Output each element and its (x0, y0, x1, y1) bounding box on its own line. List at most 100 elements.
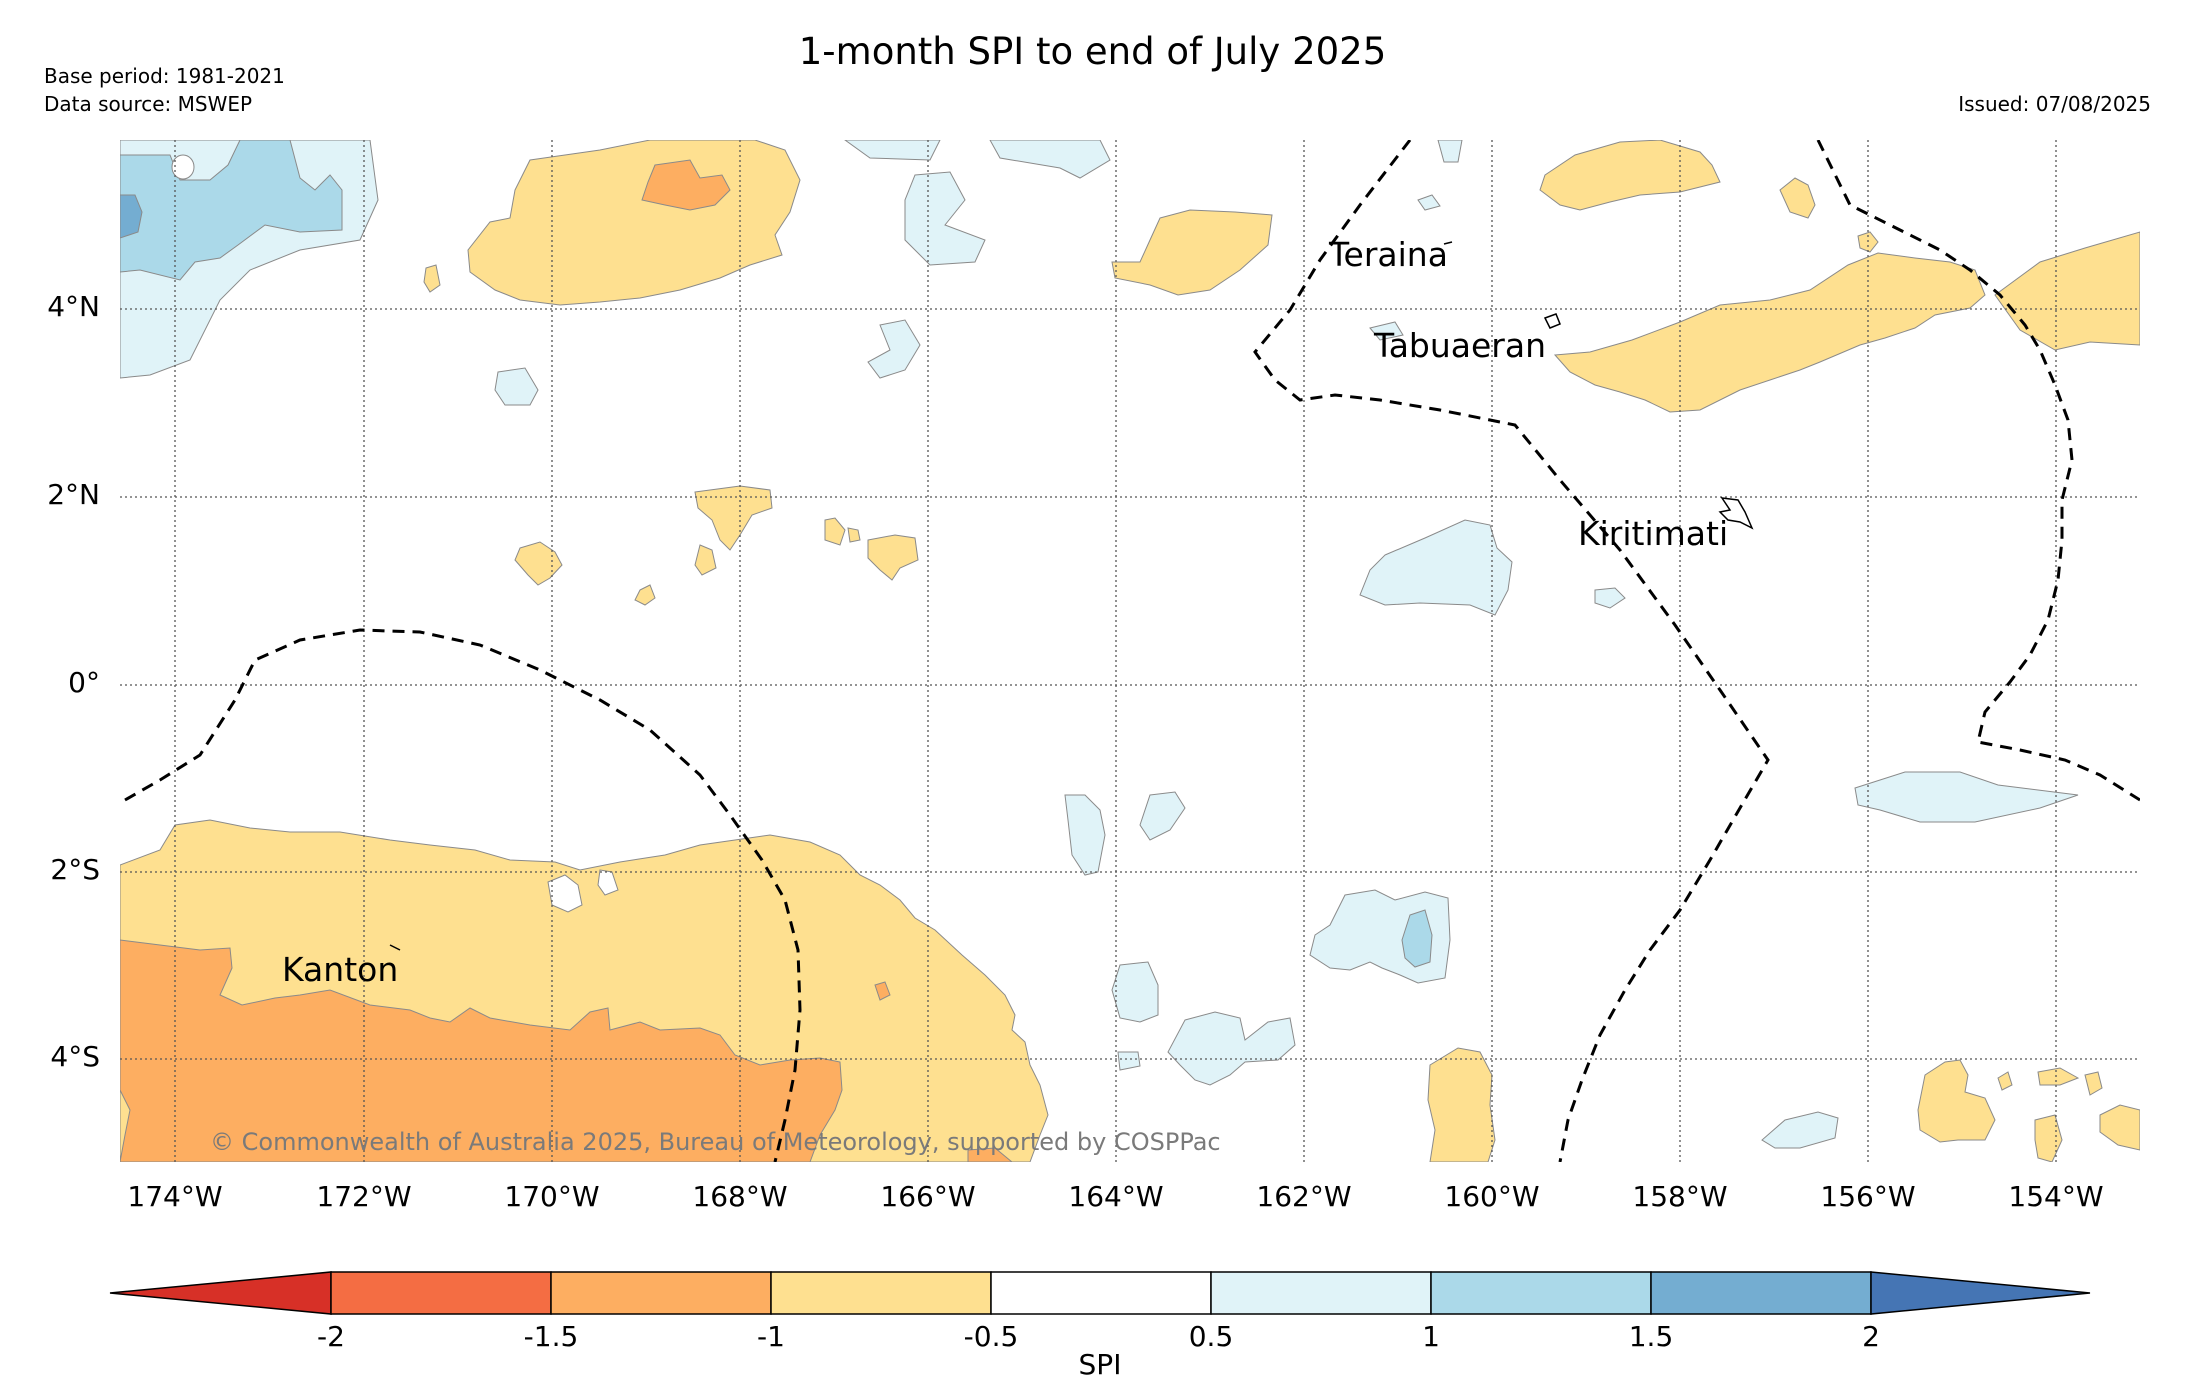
lon-tick-label: 168°W (692, 1180, 788, 1213)
dry-blob (847, 527, 861, 543)
colorbar-bin (330, 1271, 552, 1315)
colorbar-bin (770, 1271, 992, 1315)
colorbar-extend-high (1870, 1271, 2091, 1315)
dry-blob (1917, 1059, 1996, 1143)
dry-blob (2037, 1067, 2080, 1086)
colorbar-bin (1210, 1271, 1432, 1315)
gridlines (120, 140, 2140, 1162)
place-label-teraina: Teraina (1329, 235, 1448, 274)
colorbar-tick-label: -1 (757, 1320, 785, 1353)
dry-blob (514, 541, 563, 586)
colorbar-tick-label: -1.5 (523, 1320, 579, 1353)
base-period: Base period: 1981-2021 (44, 64, 285, 88)
wet-blob (494, 367, 539, 406)
dry-blob (1779, 177, 1816, 219)
dry-blob (1111, 209, 1273, 296)
copyright-notice: © Commonwealth of Australia 2025, Bureau… (210, 1128, 1221, 1156)
dry-blob (634, 584, 656, 606)
lat-tick-label: 0° (68, 666, 100, 699)
colorbar-tick-label: 0.5 (1188, 1320, 1234, 1353)
eez-line-far-east (1816, 140, 2140, 802)
wet-blob (1761, 1111, 1839, 1149)
colorbar-label: SPI (1078, 1348, 1122, 1381)
wet-blob (1167, 1011, 1296, 1086)
colorbar-bin (1430, 1271, 1652, 1315)
dry-region-1-north (641, 159, 731, 211)
dry-region-north-east (1539, 140, 1721, 211)
dry-blob (423, 264, 441, 293)
kiritimati-island (1718, 497, 1754, 530)
colorbar-bin (550, 1271, 772, 1315)
colorbar (109, 1271, 2091, 1315)
islands (389, 241, 1754, 951)
lon-tick-label: 158°W (1632, 1180, 1728, 1213)
dry-region-north-central (467, 140, 801, 306)
place-label-kanton: Kanton (282, 950, 399, 989)
map-title: 1-month SPI to end of July 2025 (798, 30, 1387, 73)
teraina-island (1443, 241, 1453, 245)
dry-blob (1427, 1047, 1496, 1162)
colorbar-tick-label: 1 (1422, 1320, 1440, 1353)
wet-blob-east (1854, 771, 2079, 823)
wet-blob (1594, 587, 1626, 609)
dry-blob (824, 517, 846, 546)
lon-tick-label: 166°W (880, 1180, 976, 1213)
kanton-island (389, 944, 401, 951)
lat-tick-label: 2°N (47, 478, 100, 511)
lon-tick-label: 160°W (1444, 1180, 1540, 1213)
lon-tick-label: 174°W (127, 1180, 223, 1213)
wet-blob (1139, 791, 1186, 841)
dry-region-1-south (120, 939, 843, 1162)
wet-region-2 (120, 194, 143, 239)
wet-blob (1417, 194, 1441, 211)
dry-region-tabuaeran (1553, 252, 1986, 413)
colorbar-tick-label: 1.5 (1628, 1320, 1674, 1353)
eez-boundaries (124, 140, 2140, 1162)
dry-blob (1997, 1071, 2013, 1091)
colorbar-bin (1650, 1271, 1872, 1315)
lon-tick-label: 170°W (504, 1180, 600, 1213)
lon-tick-label: 154°W (2008, 1180, 2104, 1213)
wet-blob (989, 140, 1111, 179)
place-label-kiritimati: Kiritimati (1578, 514, 1729, 553)
spi-field (120, 140, 2140, 1162)
dry-blob (967, 1147, 1013, 1162)
wet-blob (1369, 321, 1404, 341)
wet-blob (1117, 1051, 1141, 1071)
colorbar-extend-low (109, 1271, 332, 1315)
wet-blob (1064, 794, 1106, 876)
dry-blob (867, 534, 919, 581)
lon-tick-label: 164°W (1068, 1180, 1164, 1213)
lat-tick-label: 4°S (50, 1040, 100, 1073)
dry-blob (694, 544, 717, 576)
dry-blob (874, 981, 891, 1001)
dry-blob (2099, 1104, 2140, 1151)
wet-blob (867, 319, 921, 379)
place-label-tabuaeran: Tabuaeran (1374, 326, 1547, 365)
wet-blob-central (1359, 519, 1513, 616)
lon-tick-label: 172°W (316, 1180, 412, 1213)
colorbar-tick-label: -2 (317, 1320, 345, 1353)
colorbar-tick-label: 2 (1862, 1320, 1880, 1353)
wet-blob (904, 171, 986, 266)
dry-region-far-east (1994, 231, 2140, 351)
issued-date: Issued: 07/08/2025 (1958, 92, 2151, 116)
dry-blob (2084, 1071, 2103, 1096)
dry-blob (694, 485, 773, 551)
lat-tick-label: 4°N (47, 290, 100, 323)
eez-line-east (1253, 140, 1770, 1162)
eez-phoenix (124, 628, 802, 1162)
colorbar-tick-label: -0.5 (963, 1320, 1019, 1353)
wet-blob (1111, 961, 1159, 1023)
wet-blob (1437, 140, 1463, 163)
wet-region-1 (1401, 909, 1433, 968)
lat-tick-label: 2°S (50, 853, 100, 886)
colorbar-bin (990, 1271, 1212, 1315)
lon-tick-label: 162°W (1256, 1180, 1352, 1213)
wet-blob (844, 140, 941, 161)
data-source: Data source: MSWEP (44, 92, 253, 116)
tabuaeran-island (1543, 313, 1561, 329)
dry-blob (2034, 1114, 2063, 1162)
lon-tick-label: 156°W (1820, 1180, 1916, 1213)
